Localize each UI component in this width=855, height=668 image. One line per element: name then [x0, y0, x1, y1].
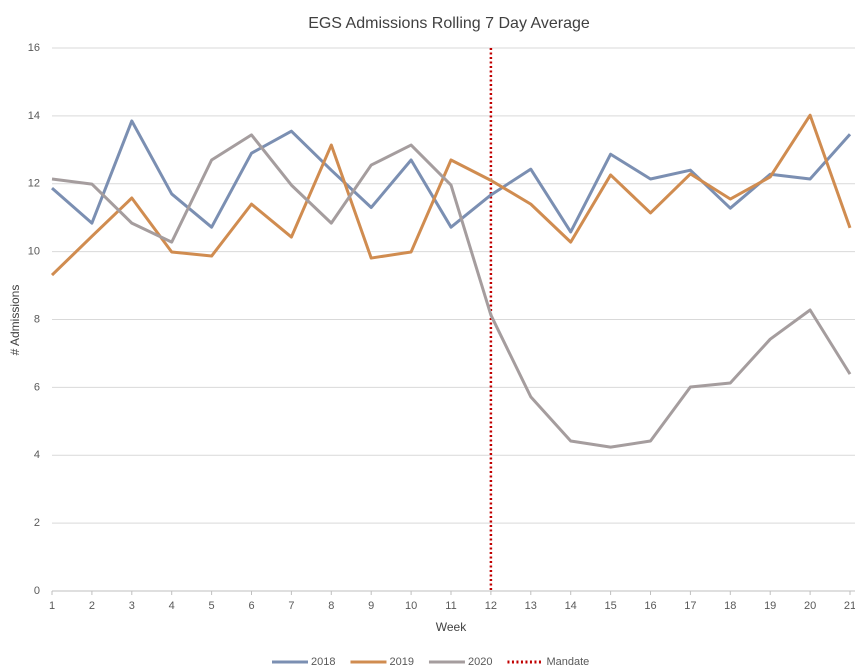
y-tick-label: 8 — [34, 313, 40, 325]
chart-title: EGS Admissions Rolling 7 Day Average — [308, 15, 590, 32]
x-tick-label: 4 — [169, 600, 175, 612]
y-tick-label: 16 — [28, 42, 40, 54]
series-line — [50, 113, 852, 277]
y-tick-label: 10 — [28, 246, 40, 258]
x-tick-label: 5 — [209, 600, 215, 612]
y-tick-label: 0 — [34, 585, 40, 597]
y-tick-label: 12 — [28, 178, 40, 190]
x-tick-label: 2 — [89, 600, 95, 612]
x-axis-label: Week — [436, 620, 467, 634]
x-tick-label: 17 — [684, 600, 696, 612]
x-tick-label: 8 — [328, 600, 334, 612]
x-tick-label: 19 — [764, 600, 776, 612]
y-tick-label: 2 — [34, 517, 40, 529]
legend-label: Mandate — [546, 656, 589, 668]
x-tick-label: 18 — [724, 600, 736, 612]
y-axis-label: # Admissions — [8, 285, 22, 356]
x-tick-label: 11 — [445, 600, 456, 612]
legend-label: 2020 — [468, 656, 492, 668]
x-tick-label: 10 — [405, 600, 417, 612]
x-tick-label: 7 — [288, 600, 294, 612]
y-tick-label: 4 — [34, 449, 40, 461]
series-line — [51, 133, 852, 449]
x-tick-label: 20 — [804, 600, 816, 612]
x-tick-label: 6 — [248, 600, 254, 612]
series-line — [51, 119, 852, 234]
x-tick-label: 13 — [525, 600, 537, 612]
x-tick-label: 3 — [129, 600, 135, 612]
x-tick-label: 14 — [565, 600, 577, 612]
y-tick-label: 14 — [28, 110, 40, 122]
y-tick-label: 6 — [34, 381, 40, 393]
legend-label: 2018 — [311, 656, 335, 668]
x-tick-label: 9 — [368, 600, 374, 612]
legend-label: 2019 — [389, 656, 413, 668]
x-tick-label: 21 — [844, 600, 855, 612]
x-tick-label: 12 — [485, 600, 497, 612]
x-tick-label: 1 — [49, 600, 55, 612]
x-tick-label: 16 — [644, 600, 656, 612]
x-tick-label: 15 — [604, 600, 616, 612]
